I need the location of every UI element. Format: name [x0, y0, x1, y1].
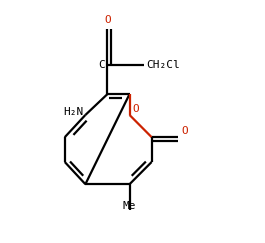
Text: O: O: [132, 104, 139, 114]
Text: O: O: [181, 126, 188, 136]
Text: O: O: [104, 15, 111, 25]
Text: Me: Me: [123, 201, 136, 211]
Text: CH₂Cl: CH₂Cl: [147, 60, 180, 70]
Text: C: C: [98, 60, 105, 70]
Text: H₂N: H₂N: [63, 107, 83, 117]
